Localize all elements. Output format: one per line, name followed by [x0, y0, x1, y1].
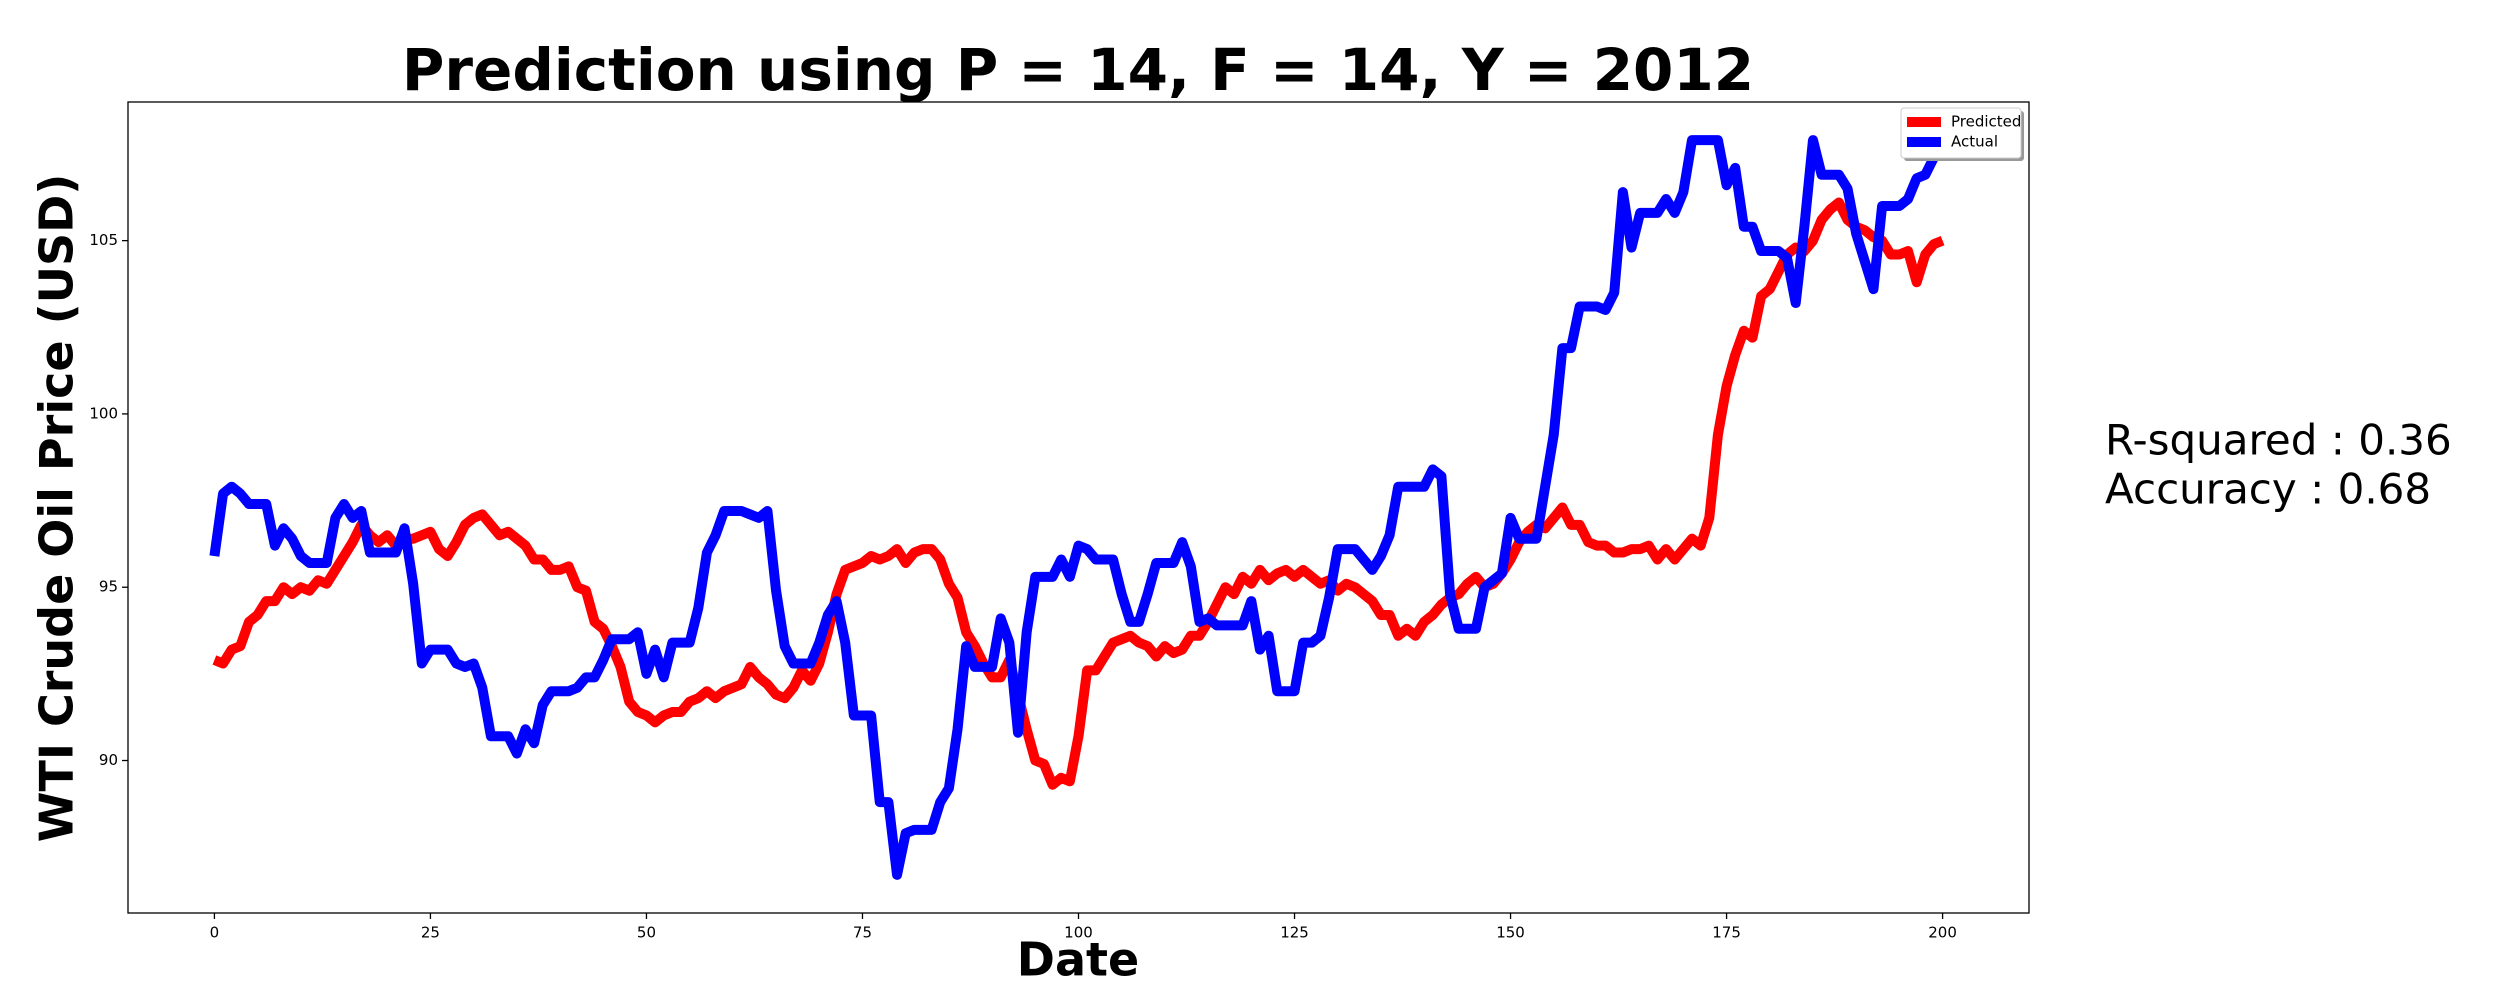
x-tick-label: 200 [1928, 924, 1957, 942]
x-axis-label: Date [1017, 933, 1139, 987]
x-tick-label: 50 [637, 924, 656, 942]
x-tick-label: 150 [1496, 924, 1525, 942]
y-tick-label: 90 [99, 751, 118, 769]
y-axis-label: WTI Crude Oil Price (USD) [30, 174, 84, 843]
y-tick-label: 100 [89, 404, 118, 422]
x-tick-label: 100 [1064, 924, 1093, 942]
x-tick-label: 0 [210, 924, 220, 942]
y-tick-label: 105 [89, 231, 118, 249]
annotation: Accuracy : 0.68 [2105, 465, 2431, 514]
y-tick-label: 95 [99, 578, 118, 596]
x-tick-label: 25 [421, 924, 440, 942]
legend-label: Predicted [1951, 113, 2021, 131]
x-tick-label: 175 [1712, 924, 1741, 942]
x-tick-label: 75 [853, 924, 872, 942]
plot-frame [127, 101, 2030, 914]
legend-label: Actual [1951, 133, 1998, 151]
x-tick-label: 125 [1280, 924, 1309, 942]
series-line [209, 135, 1948, 880]
annotation: R-squared : 0.36 [2105, 416, 2452, 465]
chart-title: Prediction using P = 14, F = 14, Y = 201… [402, 36, 1754, 104]
series-line [212, 197, 1945, 790]
